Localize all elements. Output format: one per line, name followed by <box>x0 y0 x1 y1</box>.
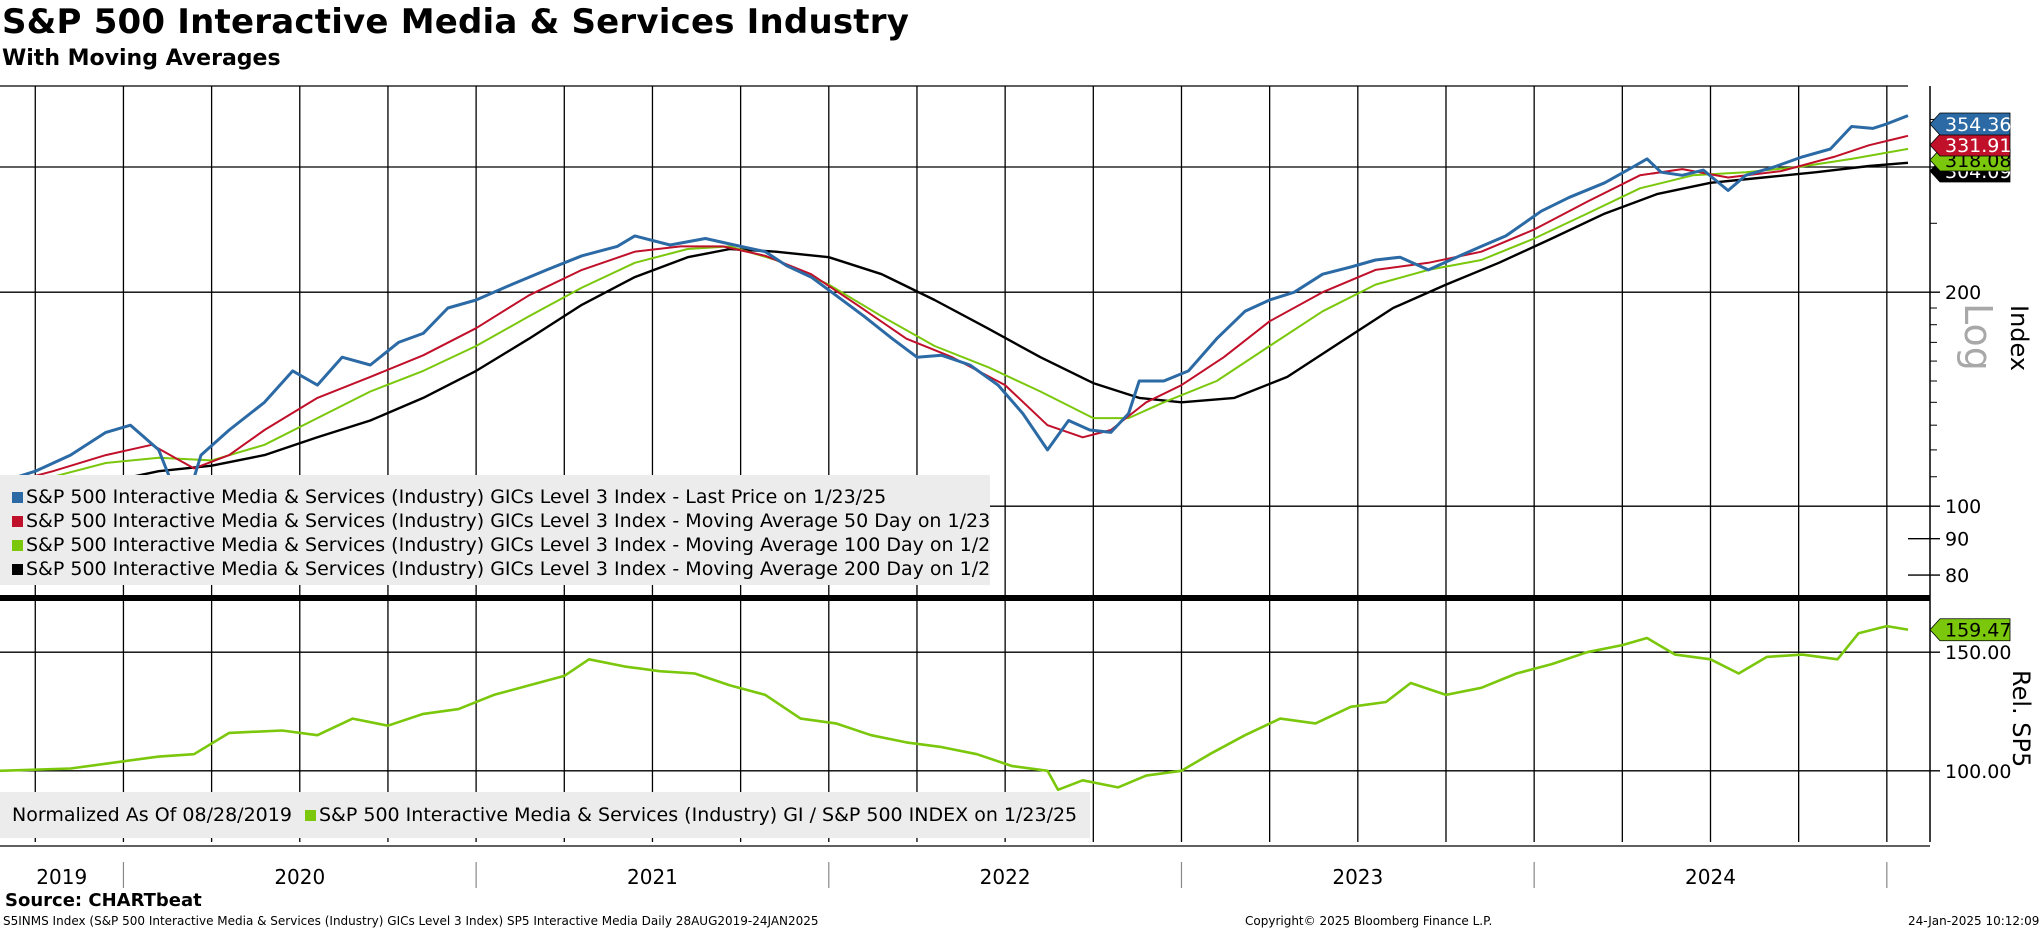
y-tick-label-top: 80 <box>1945 565 1969 587</box>
legend-label: S&P 500 Interactive Media & Services (In… <box>26 558 991 580</box>
series-line-ma200 <box>0 161 1909 499</box>
y-axis-label-index: Index <box>2005 305 2033 372</box>
legend-swatch-blue <box>12 492 23 503</box>
y-tick-label-bottom: 150.00 <box>1945 642 2011 664</box>
legend-item-ma200: S&P 500 Interactive Media & Services (In… <box>12 557 990 581</box>
footer-copyright: Copyright© 2025 Bloomberg Finance L.P. <box>1245 914 1493 928</box>
series-lines <box>0 114 1909 792</box>
series-line-last-price <box>0 114 1909 514</box>
y-axis-label-rel: Rel. SP5 <box>2007 670 2035 768</box>
legend-swatch-green <box>12 540 23 551</box>
chart-title: S&P 500 Interactive Media & Services Ind… <box>2 2 910 42</box>
x-tick-label: 2021 <box>627 865 678 889</box>
legend-swatch-black <box>12 564 23 575</box>
y-tick-label-top: 90 <box>1945 529 1969 551</box>
axes: 200 100 90 80 150.00 100.00 2019 2020 2021 2022 20… <box>0 86 2011 889</box>
legend-label: S&P 500 Interactive Media & Services (In… <box>319 804 1078 826</box>
last-value-tag-price-shape <box>1929 112 2011 136</box>
legend-label: S&P 500 Interactive Media & Services (In… <box>26 486 887 508</box>
source-note: Source: CHARTbeat <box>5 890 202 911</box>
x-tick-label: 2024 <box>1685 865 1736 889</box>
legend-swatch-green <box>305 810 316 821</box>
x-tick-label: 2019 <box>36 865 87 889</box>
series-line-relative <box>0 624 1909 792</box>
normalized-label: Normalized As Of 08/28/2019 <box>12 804 292 826</box>
x-tick-label: 2023 <box>1332 865 1383 889</box>
top-legend: S&P 500 Interactive Media & Services (In… <box>0 475 990 585</box>
y-tick-label-top: 100 <box>1945 496 1981 518</box>
footer-left: S5INMS Index (S&P 500 Interactive Media … <box>3 914 819 928</box>
legend-label: S&P 500 Interactive Media & Services (In… <box>26 534 991 556</box>
last-value-tag-price-label: 354.36 <box>1945 114 2011 136</box>
y-tick-label-bottom: 100.00 <box>1945 761 2011 783</box>
last-value-tag-relative-label: 159.47 <box>1945 620 2011 642</box>
x-tick-label: 2022 <box>980 865 1031 889</box>
legend-item-ma50: S&P 500 Interactive Media & Services (In… <box>12 509 990 533</box>
legend-item-last-price: S&P 500 Interactive Media & Services (In… <box>12 485 886 509</box>
last-value-tag-ma50-label: 331.91 <box>1945 135 2011 157</box>
x-tick-label: 2020 <box>274 865 325 889</box>
legend-normalized-note: Normalized As Of 08/28/2019 <box>12 803 292 827</box>
y-tick-label-top: 200 <box>1945 282 1981 304</box>
panel-separator <box>0 595 1930 601</box>
footer-timestamp: 24-Jan-2025 10:12:09 <box>1908 914 2040 928</box>
y-axis-scale-label: Log <box>1956 303 2000 371</box>
legend-swatch-red <box>12 516 23 527</box>
legend-item-ma100: S&P 500 Interactive Media & Services (In… <box>12 533 990 557</box>
series-line-ma100 <box>0 147 1909 487</box>
last-value-tag-ma50-shape <box>1929 133 2011 157</box>
gridlines <box>0 85 1908 842</box>
chart-subtitle: With Moving Averages <box>2 46 281 71</box>
legend-item-relative: S&P 500 Interactive Media & Services (In… <box>305 803 1077 827</box>
bottom-legend: Normalized As Of 08/28/2019 S&P 500 Inte… <box>0 792 1090 838</box>
legend-label: S&P 500 Interactive Media & Services (In… <box>26 510 991 532</box>
last-value-tag-relative-shape <box>1929 618 2011 642</box>
